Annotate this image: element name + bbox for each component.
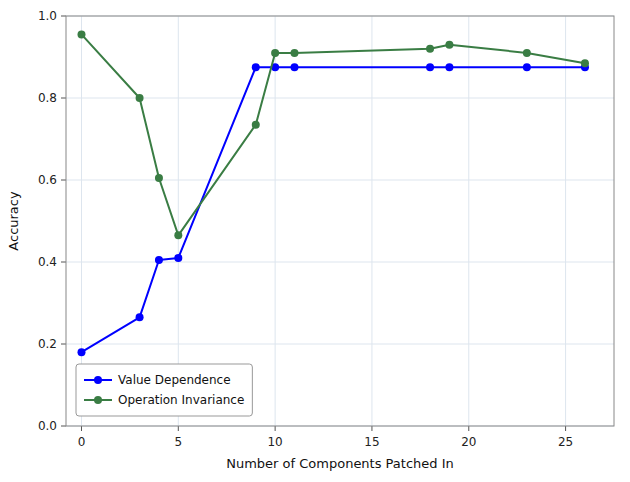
- legend-marker: [94, 396, 102, 404]
- background: [0, 0, 630, 482]
- tick-y: [61, 262, 66, 263]
- legend-box: [76, 364, 252, 416]
- point: [581, 59, 589, 67]
- point: [174, 254, 182, 262]
- tick-y: [61, 16, 66, 17]
- point: [445, 63, 453, 71]
- point: [252, 121, 260, 129]
- tick-label-x: 0: [78, 435, 86, 449]
- tick-label-y: 0.2: [38, 337, 57, 351]
- chart-container: 0 5 10 15 20 25 0.0 0.2 0.4 0.6 0.8 1.0 Number of Co…: [0, 0, 630, 482]
- axes: 0 5 10 15 20 25 0.0 0.2 0.4 0.6 0.8 1.0: [38, 9, 614, 449]
- tick-y: [61, 344, 66, 345]
- tick-label-x: 20: [461, 435, 476, 449]
- point: [77, 30, 85, 38]
- tick-label-y: 0.6: [38, 173, 57, 187]
- point: [155, 174, 163, 182]
- tick-x: [81, 426, 82, 431]
- tick-x: [468, 426, 469, 431]
- legend: Value Dependence Operation Invariance: [76, 364, 252, 416]
- point: [174, 231, 182, 239]
- point: [290, 63, 298, 71]
- point: [136, 313, 144, 321]
- point: [445, 41, 453, 49]
- series: [77, 63, 588, 356]
- x-axis-label: Number of Components Patched In: [226, 456, 454, 471]
- tick-y: [61, 426, 66, 427]
- point: [523, 63, 531, 71]
- point: [136, 94, 144, 102]
- legend-label: Value Dependence: [118, 373, 231, 387]
- series-line: [81, 34, 584, 235]
- tick-x: [565, 426, 566, 431]
- tick-label-x: 25: [558, 435, 573, 449]
- point: [426, 45, 434, 53]
- tick-label-y: 0.8: [38, 91, 57, 105]
- series-line: [81, 67, 584, 352]
- series: [77, 30, 588, 239]
- tick-x: [371, 426, 372, 431]
- grid-line-x: [371, 16, 372, 426]
- chart: 0 5 10 15 20 25 0.0 0.2 0.4 0.6 0.8 1.0 Number of Co…: [0, 0, 630, 482]
- grid: [66, 16, 614, 426]
- point: [290, 49, 298, 57]
- grid-line-y: [66, 262, 614, 263]
- point: [252, 63, 260, 71]
- point: [271, 49, 279, 57]
- tick-x: [275, 426, 276, 431]
- tick-label-x: 5: [174, 435, 182, 449]
- tick-x: [178, 426, 179, 431]
- grid-line-y: [66, 98, 614, 99]
- point: [426, 63, 434, 71]
- grid-line-y: [66, 180, 614, 181]
- legend-marker: [94, 376, 102, 384]
- tick-label-x: 10: [267, 435, 282, 449]
- data-area: [77, 30, 588, 356]
- grid-line-x: [468, 16, 469, 426]
- tick-label-y: 0.4: [38, 255, 57, 269]
- point: [77, 348, 85, 356]
- y-axis-label: Accuracy: [6, 191, 21, 251]
- grid-line-x: [565, 16, 566, 426]
- legend-label: Operation Invariance: [118, 393, 244, 407]
- grid-line-y: [66, 344, 614, 345]
- tick-y: [61, 98, 66, 99]
- point: [523, 49, 531, 57]
- plot-frame: [66, 16, 614, 426]
- tick-y: [61, 180, 66, 181]
- grid-line-x: [275, 16, 276, 426]
- tick-label-y: 1.0: [38, 9, 57, 23]
- tick-label-y: 0.0: [38, 419, 57, 433]
- point: [155, 256, 163, 264]
- tick-label-x: 15: [364, 435, 379, 449]
